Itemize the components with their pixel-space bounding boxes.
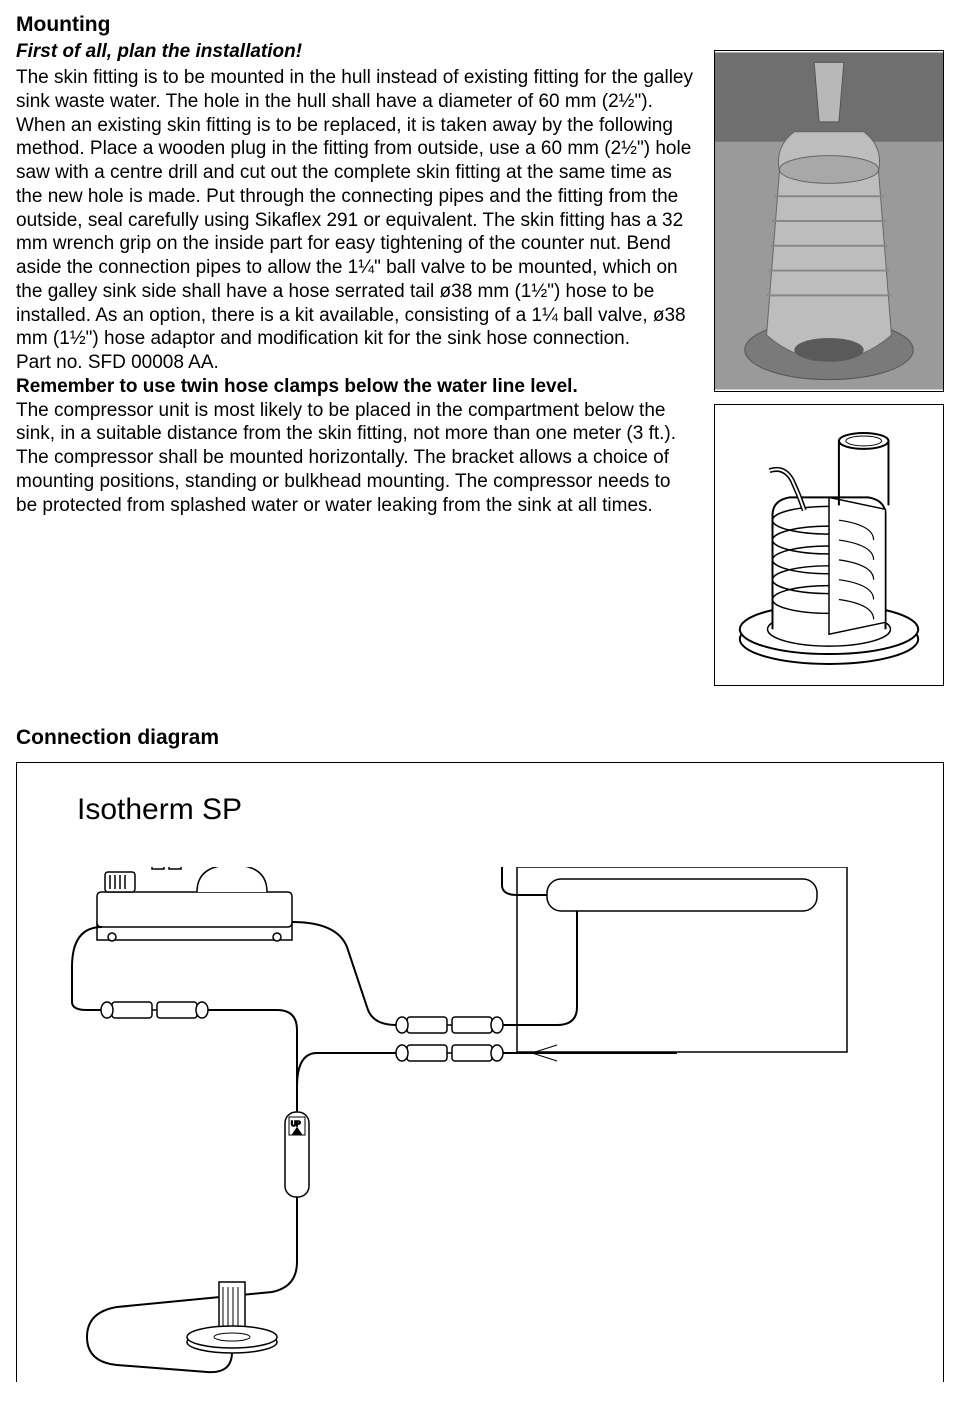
mounting-heading: Mounting: [16, 12, 694, 38]
skin-fitting-photo-box: [714, 50, 944, 392]
connection-heading: Connection diagram: [16, 726, 944, 750]
skin-fitting-drawing-box: [714, 404, 944, 686]
mounting-text-column: Mounting First of all, plan the installa…: [16, 12, 694, 686]
mounting-body-1: The skin fitting is to be mounted in the…: [16, 66, 694, 351]
mounting-body-2: The compressor unit is most likely to be…: [16, 399, 694, 518]
connection-diagram-frame: Isotherm SP: [16, 762, 944, 1382]
mounting-part-no: Part no. SFD 00008 AA.: [16, 351, 694, 375]
skin-fitting-photo: [715, 51, 943, 391]
mounting-subtitle: First of all, plan the installation!: [16, 40, 694, 64]
up-label: UP: [291, 1121, 301, 1128]
mounting-bold-reminder: Remember to use twin hose clamps below t…: [16, 375, 694, 399]
skin-fitting-drawing: [715, 405, 943, 685]
connection-diagram-title: Isotherm SP: [77, 793, 903, 827]
connection-diagram-svg: UP: [57, 867, 917, 1382]
image-column: [714, 12, 944, 686]
